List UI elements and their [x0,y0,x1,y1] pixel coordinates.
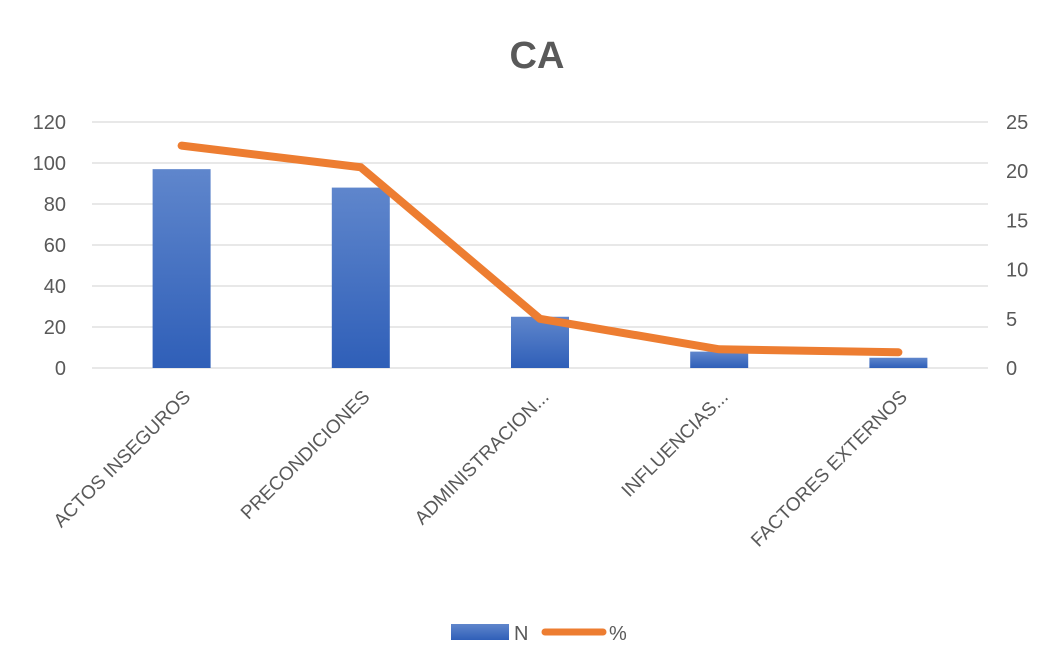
right-tick-label: 20 [1006,161,1028,183]
line-point [897,351,899,353]
right-tick-label: 0 [1006,358,1017,380]
line-series [177,141,903,357]
category-label: ACTOS INSEGUROS [50,387,195,532]
line-point [360,166,362,168]
category-label: INFLUENCIAS... [618,387,733,502]
right-tick-label: 5 [1006,309,1017,331]
left-tick-label: 20 [44,317,66,339]
bar [331,187,390,368]
right-tick-label: 25 [1006,112,1028,134]
line-point [181,145,183,147]
legend-swatch-n [451,624,509,640]
left-tick-label: 120 [33,112,66,134]
category-labels: ACTOS INSEGUROS PRECONDICIONES ADMINISTRAC… [50,387,912,552]
bar-series [152,169,928,368]
category-label: ADMINISTRACION... [411,387,553,529]
chart-title: CA [510,35,565,77]
bar [690,351,749,368]
right-tick-label: 15 [1006,210,1028,232]
left-tick-label: 80 [44,194,66,216]
right-tick-label: 10 [1006,260,1028,282]
left-tick-label: 40 [44,276,66,298]
gridlines [92,121,988,369]
legend-label-pct: % [609,623,627,645]
legend-label-n: N [514,623,528,645]
left-axis-ticks: 0 20 40 60 80 100 120 [33,112,66,380]
right-axis-ticks: 0 5 10 15 20 25 [1006,112,1028,380]
percent-line [177,141,903,357]
line-point [718,348,720,350]
category-label: PRECONDICIONES [237,387,374,524]
left-tick-label: 100 [33,153,66,175]
category-label: FACTORES EXTERNOS [747,387,912,552]
bar [869,357,928,368]
legend: N % [451,623,627,645]
left-tick-label: 60 [44,235,66,257]
left-tick-label: 0 [55,358,66,380]
bar [152,169,211,368]
line-point [539,318,541,320]
